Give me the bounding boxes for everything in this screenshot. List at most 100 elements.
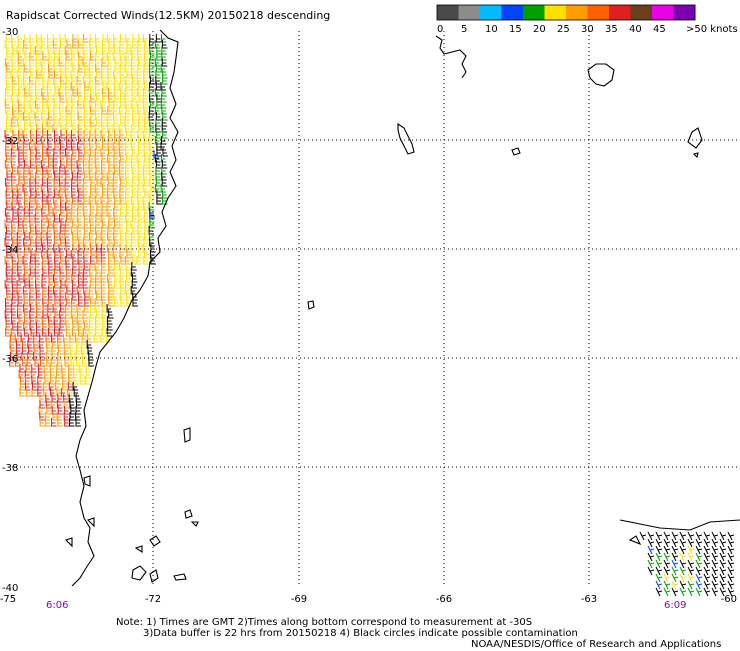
wind-barb <box>20 334 27 343</box>
wind-barb <box>4 100 11 109</box>
wind-barb <box>22 286 29 295</box>
wind-barb <box>53 244 59 253</box>
wind-barb <box>89 268 95 277</box>
wind-barb <box>120 58 126 67</box>
wind-barb <box>84 376 91 385</box>
wind-barb <box>125 172 131 181</box>
wind-barb <box>89 220 96 229</box>
longitude-label: -72 <box>145 594 161 605</box>
wind-barb <box>102 52 108 61</box>
wind-barb <box>663 538 671 548</box>
wind-barb <box>655 552 663 562</box>
wind-barb <box>60 142 66 151</box>
wind-barb <box>86 340 93 349</box>
wind-barb <box>90 274 96 283</box>
wind-barb <box>66 40 72 49</box>
wind-barb <box>9 358 15 367</box>
wind-barb <box>149 172 155 181</box>
wind-barb <box>82 190 89 199</box>
wind-barb <box>78 364 85 373</box>
wind-barb <box>57 334 63 343</box>
wind-barb <box>36 310 42 319</box>
wind-barb <box>119 280 126 289</box>
wind-barb <box>24 124 30 133</box>
wind-barb <box>11 118 17 127</box>
wind-barb <box>10 346 16 355</box>
wind-barb <box>65 322 72 331</box>
wind-barb <box>88 100 95 109</box>
wind-barb <box>101 124 108 133</box>
wind-barb <box>36 136 42 145</box>
wind-barb <box>144 208 150 217</box>
wind-barb <box>36 124 42 133</box>
wind-barb <box>687 587 695 597</box>
wind-barb <box>663 545 671 555</box>
wind-barb <box>663 580 671 590</box>
wind-barb <box>143 178 150 187</box>
wind-barb <box>78 298 84 307</box>
wind-barb <box>5 226 12 235</box>
wind-barb <box>137 238 144 247</box>
wind-barb <box>41 40 47 49</box>
wind-barb <box>83 166 89 175</box>
wind-barb <box>81 340 87 349</box>
wind-barb <box>108 130 114 139</box>
wind-barb <box>56 370 62 379</box>
wind-barb <box>5 322 12 331</box>
wind-barb <box>41 262 48 271</box>
wind-barb <box>36 304 42 313</box>
wind-barb <box>101 106 108 115</box>
wind-barb <box>687 545 695 555</box>
wind-barb <box>46 34 53 43</box>
wind-barb <box>114 94 120 103</box>
wind-barb <box>42 82 48 91</box>
wind-barb <box>79 370 86 379</box>
wind-barb <box>28 142 35 151</box>
wind-barb <box>60 220 66 229</box>
wind-barb <box>125 262 131 271</box>
wind-barb <box>42 52 48 61</box>
wind-barb <box>33 352 39 361</box>
wind-barb <box>23 190 30 199</box>
wind-barb <box>53 100 60 109</box>
wind-barb <box>23 292 29 301</box>
wind-barb <box>83 142 89 151</box>
wind-barb <box>39 358 46 367</box>
wind-barb <box>28 166 35 175</box>
wind-barb <box>131 148 138 157</box>
wind-barb <box>36 166 42 175</box>
wind-barb <box>54 52 60 61</box>
wind-barb <box>671 545 679 555</box>
wind-barb <box>130 100 137 109</box>
wind-barb <box>125 286 131 295</box>
wind-barb <box>154 40 161 49</box>
wind-barb <box>125 178 132 187</box>
wind-barb <box>30 190 36 199</box>
longitude-label: -60 <box>721 594 737 605</box>
wind-barb <box>95 226 101 235</box>
wind-barb <box>89 118 96 127</box>
wind-barb <box>131 124 137 133</box>
wind-barb <box>119 232 126 241</box>
wind-barb <box>82 100 89 109</box>
wind-barb <box>154 106 161 115</box>
wind-barb <box>95 40 101 49</box>
wind-barb <box>119 52 126 61</box>
wind-barb <box>46 310 53 319</box>
wind-barb <box>70 70 77 79</box>
colorbar-tick-label: 10 <box>485 24 498 35</box>
wind-barb <box>131 52 138 61</box>
wind-barb <box>703 545 711 555</box>
wind-barb <box>6 292 12 301</box>
wind-barb <box>11 142 18 151</box>
wind-barb <box>53 148 59 157</box>
wind-barb <box>138 124 144 133</box>
wind-barb <box>132 76 138 85</box>
wind-barb <box>156 148 162 157</box>
wind-barb <box>65 220 71 229</box>
wind-barb <box>64 418 70 427</box>
wind-barb <box>12 208 18 217</box>
wind-barb <box>137 82 144 91</box>
wind-barb <box>711 545 719 555</box>
